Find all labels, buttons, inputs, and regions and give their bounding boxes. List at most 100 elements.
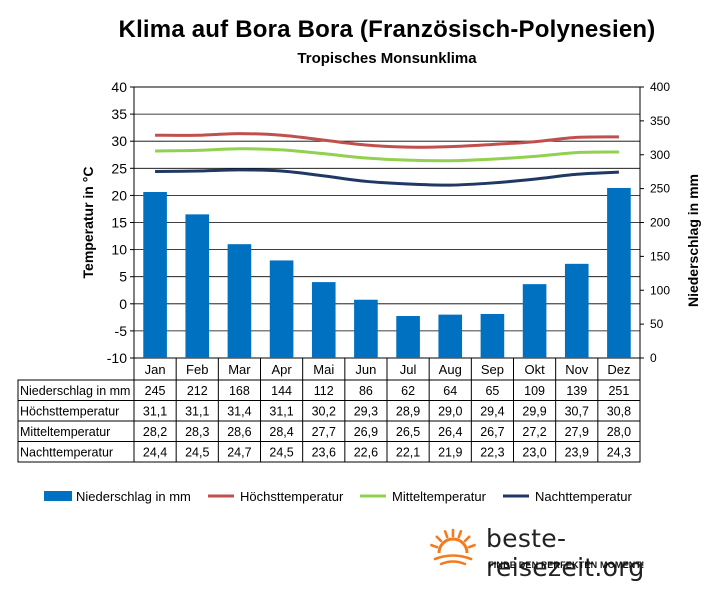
left-axis-tick-label: 5 <box>119 269 127 285</box>
data-label: 31,1 <box>269 405 293 419</box>
bar <box>354 299 378 358</box>
data-label: 168 <box>229 384 250 398</box>
data-label: 251 <box>608 384 629 398</box>
bar <box>607 187 631 358</box>
brand-slogan: FINDE DEN PERFEKTEN MOMENT! <box>488 560 645 570</box>
data-label: 24,3 <box>607 446 631 460</box>
data-label: 28,6 <box>227 425 251 439</box>
right-axis-tick-label: 350 <box>650 114 670 128</box>
right-axis-tick-label: 250 <box>650 182 670 196</box>
x-tick-label: Sep <box>481 362 504 377</box>
data-label: 26,9 <box>354 425 378 439</box>
data-label: 23,6 <box>312 446 336 460</box>
series-line <box>155 132 619 149</box>
data-label: 29,4 <box>480 405 504 419</box>
data-label: 64 <box>443 384 457 398</box>
x-tick-label: Jul <box>400 362 417 377</box>
left-axis-tick-label: 10 <box>111 242 127 258</box>
right-axis-tick-label: 200 <box>650 216 670 230</box>
data-label: 29,9 <box>522 405 546 419</box>
bar <box>438 314 463 358</box>
right-axis-tick-label: 50 <box>650 317 664 331</box>
data-label: 30,2 <box>312 405 336 419</box>
x-tick-label: Mar <box>228 362 251 377</box>
left-axis-tick-label: -5 <box>115 323 128 339</box>
data-label: 26,4 <box>438 425 462 439</box>
data-label: 31,4 <box>227 405 251 419</box>
data-label: 31,1 <box>185 405 209 419</box>
x-tick-label: Okt <box>524 362 545 377</box>
table-row-label: Nachttemperatur <box>20 446 113 460</box>
bar <box>396 315 420 358</box>
bar <box>185 214 210 358</box>
data-label: 109 <box>524 384 545 398</box>
left-axis-tick-label: 25 <box>111 160 127 176</box>
bar <box>522 284 547 358</box>
data-label: 28,4 <box>269 425 293 439</box>
left-axis-tick-label: 40 <box>111 79 127 95</box>
data-label: 28,0 <box>607 425 631 439</box>
bar <box>227 244 252 358</box>
bar <box>269 260 294 358</box>
data-label: 23,9 <box>565 446 589 460</box>
x-tick-label: Mai <box>313 362 334 377</box>
data-label: 24,5 <box>185 446 209 460</box>
left-axis-tick-label: 0 <box>119 296 127 312</box>
data-label: 22,6 <box>354 446 378 460</box>
x-tick-label: Apr <box>271 362 292 377</box>
data-label: 29,0 <box>438 405 462 419</box>
series-line <box>155 168 619 187</box>
data-label: 31,1 <box>143 405 167 419</box>
data-label: 29,3 <box>354 405 378 419</box>
left-axis-tick-label: 35 <box>111 106 127 122</box>
data-label: 144 <box>271 384 292 398</box>
x-tick-label: Feb <box>186 362 208 377</box>
right-axis-tick-label: 150 <box>650 249 670 263</box>
data-label: 24,7 <box>227 446 251 460</box>
left-axis-tick-label: 30 <box>111 133 127 149</box>
chart-subtitle: Tropisches Monsunklima <box>297 50 477 67</box>
right-axis-tick-label: 0 <box>650 351 657 365</box>
data-label: 26,7 <box>480 425 504 439</box>
data-label: 26,5 <box>396 425 420 439</box>
data-label: 28,3 <box>185 425 209 439</box>
left-axis-title: Temperatur in °C <box>80 167 96 279</box>
bar <box>143 192 167 358</box>
x-tick-label: Jan <box>145 362 166 377</box>
data-label: 112 <box>314 384 334 398</box>
bar <box>564 263 589 358</box>
table-row-label: Niederschlag in mm <box>20 384 130 398</box>
x-tick-label: Jun <box>355 362 376 377</box>
bar <box>311 282 336 358</box>
data-label: 30,7 <box>565 405 589 419</box>
data-label: 22,1 <box>396 446 420 460</box>
legend-label: Mitteltemperatur <box>392 489 487 504</box>
legend-label: Höchsttemperatur <box>240 489 344 504</box>
data-label: 86 <box>359 384 373 398</box>
data-label: 27,9 <box>565 425 589 439</box>
data-label: 27,7 <box>312 425 336 439</box>
data-label: 62 <box>401 384 415 398</box>
data-label: 24,5 <box>269 446 293 460</box>
x-tick-label: Aug <box>439 362 462 377</box>
right-axis-tick-label: 100 <box>650 283 670 297</box>
right-axis-title: Niederschlag in mm <box>685 174 701 307</box>
data-label: 24,4 <box>143 446 167 460</box>
brand-name: beste-reisezeit.org <box>486 524 645 582</box>
left-axis-tick-label: 20 <box>111 187 127 203</box>
bar <box>480 313 505 358</box>
chart-title: Klima auf Bora Bora (Französisch-Polynes… <box>118 16 656 43</box>
data-label: 27,2 <box>522 425 546 439</box>
left-axis-tick-label: 15 <box>111 215 127 231</box>
left-axis-tick-label: -10 <box>107 350 127 366</box>
x-tick-label: Nov <box>565 362 589 377</box>
sun-icon <box>430 528 476 566</box>
data-label: 23,0 <box>522 446 546 460</box>
data-label: 28,2 <box>143 425 167 439</box>
data-label: 139 <box>566 384 587 398</box>
series-line <box>155 147 619 163</box>
right-axis-tick-label: 400 <box>650 80 670 94</box>
data-label: 65 <box>485 384 499 398</box>
legend-label: Niederschlag in mm <box>76 489 191 504</box>
